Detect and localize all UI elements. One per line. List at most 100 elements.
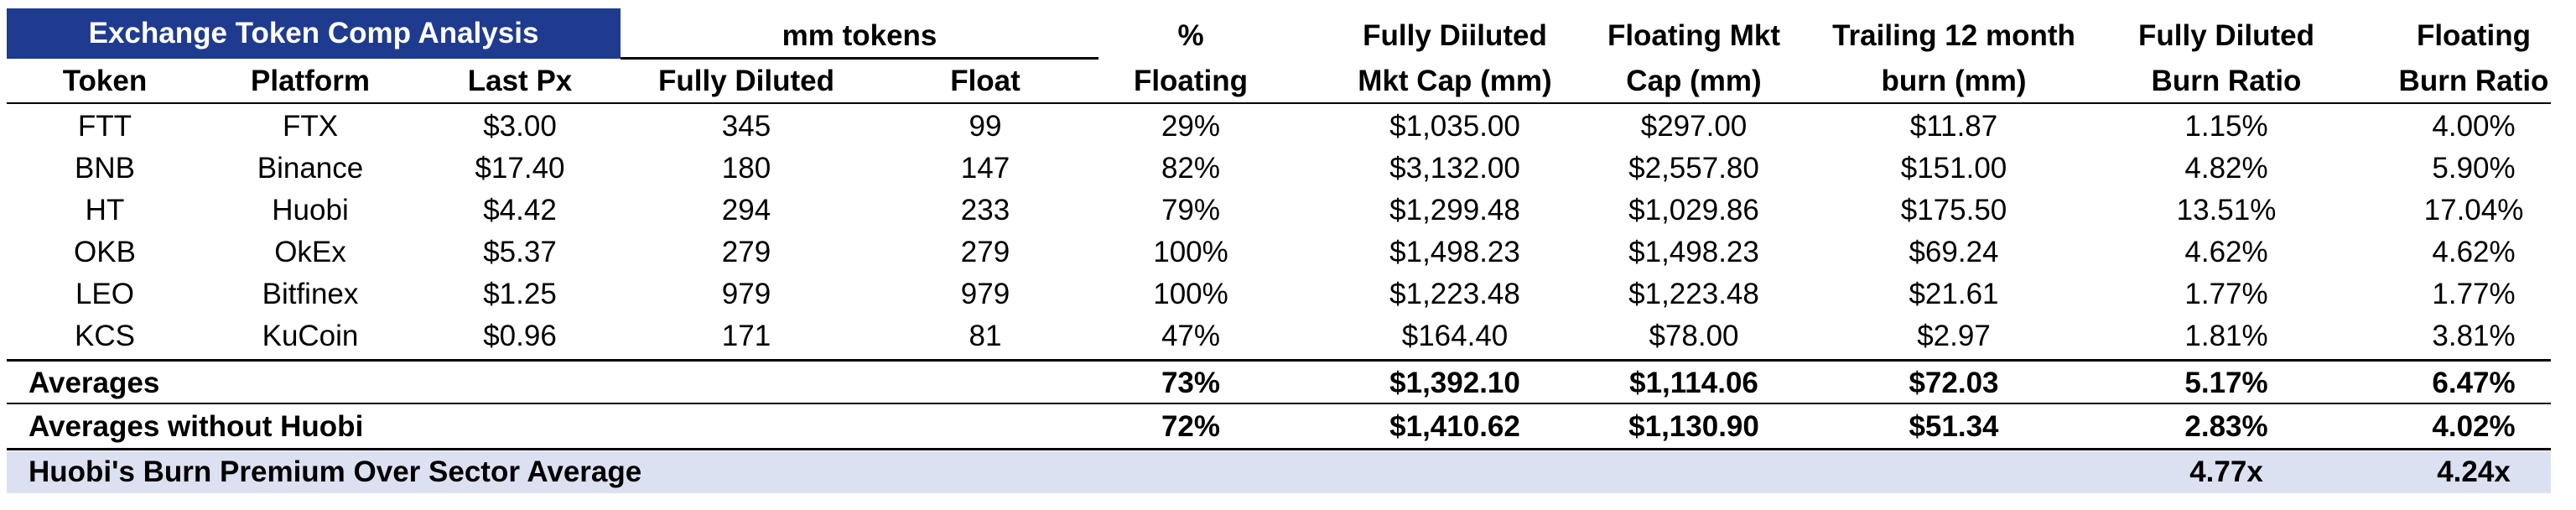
header-float-mcap-line1: Floating Mkt bbox=[1607, 19, 1781, 52]
averages-ex-label: Averages without Huobi bbox=[29, 410, 364, 443]
table-cell: $164.40 bbox=[1401, 320, 1509, 352]
premium-row-background bbox=[7, 451, 2551, 493]
table-cell: 47% bbox=[1161, 320, 1221, 352]
table-cell: $4.42 bbox=[483, 194, 557, 226]
averages-value: $1,114.06 bbox=[1629, 367, 1758, 399]
group-header-mm-tokens: mm tokens bbox=[782, 19, 937, 52]
averages-ex-bottom-rule bbox=[7, 448, 2551, 450]
header-burn-line2: burn (mm) bbox=[1881, 65, 2027, 97]
table-cell: $69.24 bbox=[1909, 236, 1999, 268]
header-float-ratio-line1: Floating bbox=[2416, 19, 2532, 52]
table-cell: $1.25 bbox=[483, 278, 557, 310]
table-cell: 233 bbox=[960, 194, 1010, 226]
table-cell: $3.00 bbox=[483, 110, 557, 143]
table-title: Exchange Token Comp Analysis bbox=[88, 17, 539, 49]
table-cell: 279 bbox=[721, 236, 771, 268]
premium-value: 4.77x bbox=[2189, 455, 2263, 488]
header-floating-pct-line2: Floating bbox=[1133, 65, 1249, 97]
table-cell: 1.81% bbox=[2184, 320, 2268, 352]
table-cell: Bitfinex bbox=[262, 278, 359, 310]
header-last-px: Last Px bbox=[467, 65, 573, 97]
header-floating-pct-line1: % bbox=[1177, 19, 1204, 52]
averages-ex-value: 4.02% bbox=[2432, 410, 2516, 443]
table-cell: LEO bbox=[75, 278, 135, 310]
table-cell: $17.40 bbox=[475, 152, 565, 185]
header-fd-ratio-line2: Burn Ratio bbox=[2151, 65, 2302, 97]
table-cell: 99 bbox=[969, 110, 1002, 143]
averages-bottom-rule bbox=[7, 403, 2551, 404]
table-cell: 180 bbox=[721, 152, 771, 185]
averages-value: $72.03 bbox=[1909, 367, 1999, 399]
table-cell: HT bbox=[85, 194, 125, 226]
header-bottom-rule bbox=[7, 102, 2551, 104]
table-cell: $297.00 bbox=[1640, 110, 1748, 143]
header-burn-line1: Trailing 12 month bbox=[1832, 19, 2075, 52]
averages-ex-value: 72% bbox=[1161, 410, 1221, 443]
group-header-rule bbox=[621, 57, 1098, 60]
table-cell: BNB bbox=[75, 152, 135, 185]
averages-value: 73% bbox=[1161, 367, 1221, 399]
table-cell: $1,035.00 bbox=[1389, 110, 1520, 143]
table-cell: 171 bbox=[721, 320, 771, 352]
table-cell: 345 bbox=[721, 110, 771, 143]
table-cell: $175.50 bbox=[1900, 194, 2007, 226]
title-bar bbox=[7, 8, 621, 59]
header-float: Float bbox=[950, 65, 1021, 97]
table-cell: 5.90% bbox=[2432, 152, 2516, 185]
table-cell: 4.00% bbox=[2432, 110, 2516, 143]
averages-value: 6.47% bbox=[2432, 367, 2516, 399]
averages-ex-value: $51.34 bbox=[1909, 410, 1999, 443]
table-cell: $1,498.23 bbox=[1628, 236, 1759, 268]
averages-value: $1,392.10 bbox=[1389, 367, 1520, 399]
averages-label: Averages bbox=[29, 367, 160, 399]
header-float-ratio-line2: Burn Ratio bbox=[2398, 65, 2549, 97]
table-cell: Huobi bbox=[272, 194, 349, 226]
table-cell: $1,299.48 bbox=[1389, 194, 1520, 226]
table-cell: OKB bbox=[74, 236, 136, 268]
table-cell: $2,557.80 bbox=[1628, 152, 1759, 185]
table-cell: 100% bbox=[1153, 236, 1228, 268]
table-cell: 147 bbox=[960, 152, 1010, 185]
averages-ex-value: $1,130.90 bbox=[1628, 410, 1759, 443]
table-cell: 4.82% bbox=[2184, 152, 2268, 185]
header-fd-mcap-line1: Fully Diiluted bbox=[1363, 19, 1547, 52]
table-cell: 17.04% bbox=[2423, 194, 2524, 226]
table-cell: $5.37 bbox=[483, 236, 557, 268]
table-cell: OkEx bbox=[274, 236, 346, 268]
table-cell: 979 bbox=[960, 278, 1010, 310]
table-cell: 1.77% bbox=[2432, 278, 2516, 310]
table-cell: $21.61 bbox=[1909, 278, 1999, 310]
table-cell: $1,223.48 bbox=[1389, 278, 1520, 310]
table-cell: 79% bbox=[1161, 194, 1221, 226]
table-cell: 100% bbox=[1153, 278, 1228, 310]
premium-value: 4.24x bbox=[2437, 455, 2511, 488]
table-cell: 1.77% bbox=[2184, 278, 2268, 310]
header-token: Token bbox=[62, 65, 148, 97]
header-float-mcap-line2: Cap (mm) bbox=[1626, 65, 1762, 97]
table-cell: 81 bbox=[969, 320, 1002, 352]
table-cell: 3.81% bbox=[2432, 320, 2516, 352]
table-cell: 82% bbox=[1161, 152, 1221, 185]
table-cell: 1.15% bbox=[2184, 110, 2268, 143]
header-platform: Platform bbox=[251, 65, 370, 97]
header-fd-mcap-line2: Mkt Cap (mm) bbox=[1358, 65, 1552, 97]
table-cell: KuCoin bbox=[262, 320, 359, 352]
table-cell: 979 bbox=[721, 278, 771, 310]
table-cell: 4.62% bbox=[2184, 236, 2268, 268]
averages-value: 5.17% bbox=[2184, 367, 2268, 399]
averages-ex-value: 2.83% bbox=[2184, 410, 2268, 443]
table-cell: $1,498.23 bbox=[1389, 236, 1520, 268]
table-cell: $151.00 bbox=[1900, 152, 2007, 185]
table-rows-bottom-rule bbox=[7, 359, 2551, 362]
table-cell: $1,029.86 bbox=[1628, 194, 1759, 226]
table-cell: FTT bbox=[77, 110, 132, 143]
table-cell: $11.87 bbox=[1909, 110, 1998, 143]
table-cell: 294 bbox=[721, 194, 771, 226]
header-fd-ratio-line1: Fully Diluted bbox=[2138, 19, 2314, 52]
table-cell: $3,132.00 bbox=[1389, 152, 1520, 185]
table-cell: KCS bbox=[75, 320, 135, 352]
premium-label: Huobi's Burn Premium Over Sector Average bbox=[29, 455, 642, 488]
table-cell: 279 bbox=[960, 236, 1010, 268]
table-cell: $1,223.48 bbox=[1628, 278, 1759, 310]
